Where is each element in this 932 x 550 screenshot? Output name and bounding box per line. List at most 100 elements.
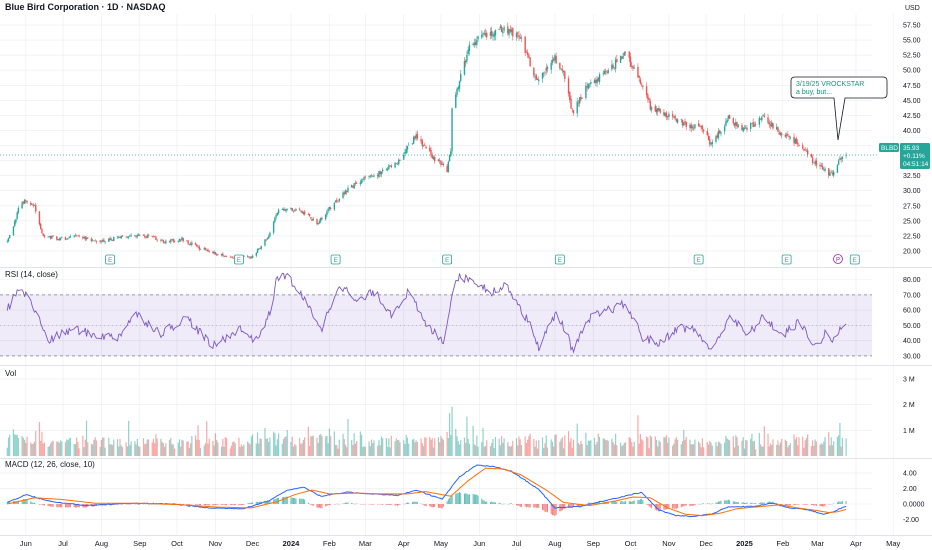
- volume-bar: [544, 443, 546, 456]
- volume-bar: [26, 436, 28, 456]
- volume-bar: [518, 436, 520, 456]
- macd-histogram-bar: [425, 504, 427, 507]
- volume-bar: [259, 438, 261, 456]
- volume-bar: [751, 433, 753, 456]
- candle-body: [434, 157, 436, 162]
- macd-histogram-bar: [442, 504, 444, 507]
- macd-histogram-bar: [450, 495, 452, 504]
- macd-histogram-bar: [647, 504, 649, 505]
- macd-histogram-bar: [472, 494, 474, 504]
- volume-bar: [529, 433, 531, 456]
- macd-histogram-bar: [424, 504, 426, 506]
- macd-histogram-bar: [525, 504, 527, 508]
- volume-bar: [631, 441, 633, 456]
- macd-histogram-bar: [753, 503, 755, 504]
- macd-histogram-bar: [16, 500, 18, 504]
- macd-histogram-bar: [458, 492, 460, 504]
- candle-body: [411, 143, 414, 145]
- volume-bar: [560, 439, 562, 456]
- volume-bar: [22, 437, 24, 456]
- candle-body: [267, 236, 270, 239]
- volume-bar: [684, 439, 686, 456]
- volume-bar: [116, 439, 119, 456]
- macd-histogram-bar: [30, 501, 32, 504]
- candle-body: [597, 77, 599, 82]
- macd-histogram-bar: [187, 504, 189, 505]
- macd-histogram-bar: [717, 501, 719, 504]
- candle-body: [726, 119, 728, 123]
- candle-body: [47, 236, 49, 238]
- volume-bar: [364, 446, 366, 456]
- candle-body: [206, 250, 208, 251]
- candle-body: [503, 27, 505, 31]
- macd-histogram-bar: [273, 499, 275, 504]
- volume-bar: [709, 440, 711, 456]
- candle-body: [463, 60, 466, 75]
- candle-body: [99, 240, 101, 242]
- macd-histogram-bar: [463, 493, 465, 504]
- time-axis-label: Mar: [811, 539, 824, 548]
- volume-bar: [320, 433, 322, 456]
- macd-histogram-bar: [819, 504, 821, 507]
- symbol-tag-text: BLBD: [881, 145, 898, 152]
- candle-body: [13, 221, 16, 227]
- volume-bar: [92, 444, 94, 456]
- macd-histogram-bar: [67, 504, 69, 508]
- macd-histogram-bar: [284, 497, 286, 504]
- volume-bar: [429, 437, 431, 456]
- volume-bar: [472, 425, 474, 456]
- candle-body: [645, 86, 648, 96]
- candle-body: [637, 66, 639, 78]
- macd-histogram-bar: [7, 502, 9, 504]
- candle-body: [109, 237, 111, 241]
- macd-histogram-bar: [793, 504, 795, 506]
- macd-histogram-bar: [750, 502, 752, 504]
- last-price-value: 35.93: [903, 145, 920, 152]
- volume-bar: [343, 439, 345, 456]
- macd-histogram-bar: [240, 504, 242, 506]
- volume-bar: [330, 436, 332, 456]
- volume-bar: [777, 440, 779, 456]
- macd-histogram-bar: [667, 504, 669, 510]
- volume-bar: [129, 445, 131, 456]
- macd-histogram-bar: [631, 501, 633, 504]
- volume-bar: [151, 442, 153, 456]
- candle-body: [224, 256, 227, 257]
- macd-histogram-bar: [300, 498, 302, 504]
- candle-body: [15, 219, 17, 223]
- price-axis-tick: 40.00: [903, 128, 921, 135]
- candle-body: [431, 155, 433, 159]
- candle-body: [139, 235, 141, 236]
- volume-bar: [430, 439, 432, 456]
- volume-bar: [352, 445, 354, 456]
- volume-bar: [596, 441, 598, 456]
- volume-bar: [220, 446, 223, 456]
- candle-body: [232, 257, 234, 259]
- volume-bar: [571, 447, 573, 456]
- dividend-marker: P: [833, 254, 843, 264]
- earnings-marker: E: [442, 254, 453, 265]
- volume-bar: [59, 440, 62, 456]
- candle-body: [135, 235, 137, 238]
- macd-histogram-bar: [312, 504, 314, 506]
- volume-bar: [590, 439, 592, 456]
- candle-body: [38, 211, 41, 225]
- volume-bar: [798, 437, 800, 456]
- volume-bar: [763, 426, 765, 456]
- volume-bar: [676, 439, 679, 456]
- macd-histogram-bar: [781, 504, 783, 505]
- volume-bar: [275, 445, 277, 456]
- candle-body: [31, 204, 33, 205]
- candle-body: [515, 33, 518, 38]
- idea-note[interactable]: 3/19/25 VROCKSTAR a buy, but...: [790, 76, 888, 141]
- candle-body: [42, 233, 44, 236]
- candle-body: [763, 115, 766, 117]
- volume-bar: [181, 439, 183, 456]
- candle-body: [598, 74, 601, 83]
- candle-body: [768, 122, 770, 125]
- macd-histogram-bar: [499, 503, 501, 504]
- macd-histogram-bar: [824, 504, 826, 506]
- volume-bar: [562, 448, 565, 456]
- macd-histogram-bar: [675, 504, 677, 509]
